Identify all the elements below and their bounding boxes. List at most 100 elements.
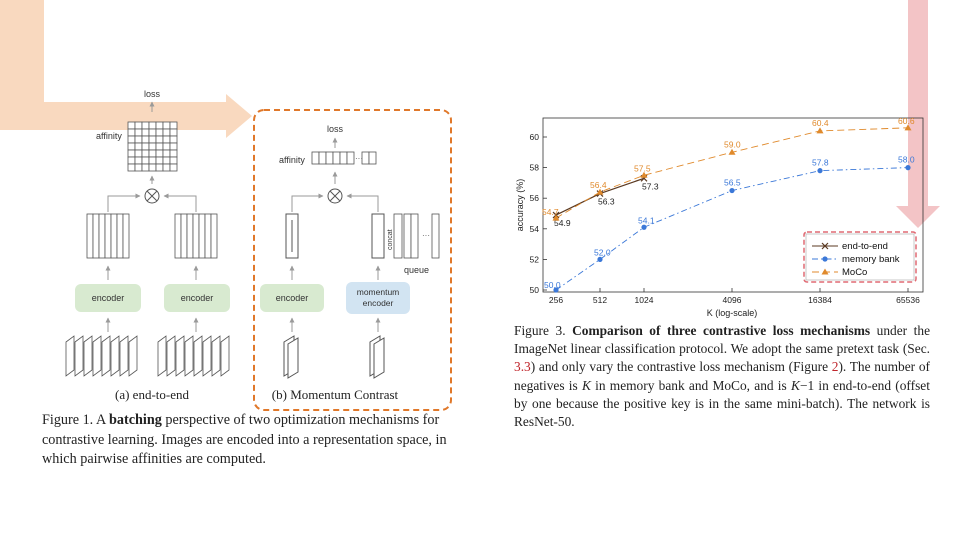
series-memory-bank: 50.0 52.0 54.1 56.5 57.8 58.0 — [544, 155, 915, 293]
data-point — [817, 168, 823, 174]
fig3-caption-part4: in memory bank and MoCo, and is — [595, 377, 787, 393]
x-tick-label: 65536 — [896, 295, 920, 305]
image-key-b — [369, 335, 385, 379]
data-label: 58.0 — [898, 155, 915, 165]
encoder-label-query: encoder — [92, 293, 125, 303]
subcaption-a: (a) end-to-end — [115, 387, 189, 402]
image-panel — [211, 335, 221, 377]
image-stack-key — [157, 335, 230, 377]
fig3-caption-part1: under the ImageNet linear classification… — [514, 323, 931, 357]
data-label: 60.4 — [812, 118, 829, 128]
legend-label: end-to-end — [842, 241, 888, 252]
momentum-encoder-box — [346, 282, 410, 314]
encoder-label-b: encoder — [276, 293, 309, 303]
figure3-caption: Figure 3. Comparison of three contrastiv… — [514, 322, 930, 431]
loss-label-a: loss — [144, 89, 161, 99]
encoder-box-b — [260, 284, 324, 312]
legend: end-to-end memory bank MoCo — [803, 231, 917, 283]
data-point — [596, 188, 604, 195]
x-tick-label: 256 — [549, 295, 563, 305]
image-panel — [202, 335, 212, 377]
fig3-caption-k1: K — [581, 377, 591, 393]
image-panel — [157, 335, 167, 377]
legend-items: end-to-end memory bank MoCo — [812, 241, 900, 278]
fig3-caption-prefix: Figure 3. — [514, 323, 566, 338]
image-panel — [220, 335, 230, 377]
loss-label-b: loss — [327, 124, 344, 134]
encoder-box-query — [75, 284, 141, 312]
affinity-label-a: affinity — [96, 131, 122, 141]
fig3-caption-part5: −1 in end-to-end (offset by one because … — [514, 377, 930, 430]
legend-highlight — [803, 231, 917, 283]
affinity-row-b — [311, 151, 377, 165]
encoder-label-key: encoder — [181, 293, 214, 303]
data-point — [729, 187, 735, 194]
data-point — [904, 124, 912, 131]
data-point — [552, 214, 560, 221]
fig1-caption-prefix: Figure 1. A — [42, 412, 106, 428]
image-panel — [175, 335, 185, 377]
momentum-encoder-label-2: encoder — [363, 298, 394, 308]
x-tick-label: 1024 — [635, 295, 654, 305]
series-line — [555, 167, 909, 291]
similarity-op-a — [144, 188, 160, 204]
image-panel — [92, 335, 102, 377]
fig3-caption-k2: K — [790, 377, 800, 393]
data-point — [905, 165, 911, 171]
image-query-b — [283, 335, 299, 379]
y-axis: 50 52 54 56 58 60 — [530, 132, 547, 295]
data-label: 56.5 — [724, 178, 741, 188]
data-point — [641, 224, 647, 230]
image-panel — [128, 335, 138, 377]
image-panel — [184, 335, 194, 377]
data-label: 54.7 — [542, 207, 559, 217]
dashed-highlight-box — [253, 109, 452, 411]
data-label: 50.0 — [544, 280, 561, 290]
affinity-matrix-a — [127, 121, 178, 172]
orange-flow-arrow — [0, 0, 252, 138]
data-label: 56.3 — [598, 197, 615, 207]
queue-stack — [393, 213, 440, 259]
y-tick-label: 52 — [530, 254, 540, 264]
data-label: 56.4 — [590, 180, 607, 190]
affinity-label-b: affinity — [279, 155, 305, 165]
fig3-caption-ref-sec[interactable]: 3.3 — [514, 359, 531, 375]
feature-stack-query — [86, 213, 130, 259]
y-tick-label: 50 — [530, 285, 540, 295]
fig3-caption-part2: ) and only vary the contrastive loss mec… — [530, 359, 829, 375]
x-tick-label: 512 — [593, 295, 607, 305]
legend-marker — [822, 256, 828, 262]
fig1-caption-bold: batching — [109, 412, 162, 428]
y-axis-label: accuracy (%) — [515, 179, 525, 232]
legend-marker — [821, 268, 829, 275]
data-label: 57.5 — [634, 163, 651, 173]
data-label: 59.0 — [724, 139, 741, 149]
queue-ellipsis: ··· — [422, 231, 430, 240]
end-to-end-diagram: loss affinity encoder encoder (a) end-to… — [65, 89, 230, 402]
y-tick-label: 56 — [530, 193, 540, 203]
data-label: 57.3 — [642, 181, 659, 191]
affinity-cell — [169, 163, 178, 172]
image-stack-query — [65, 335, 138, 377]
series-layer: 54.956.357.350.052.054.156.557.8 58.054.7… — [542, 116, 915, 293]
queue-column — [410, 213, 419, 259]
data-point — [640, 171, 648, 178]
key-feature-b — [371, 213, 385, 259]
queue-column — [393, 213, 403, 259]
ellipsis-b: ··· — [355, 154, 363, 163]
fig1-caption-rest: perspective of two optimization mechanis… — [42, 412, 447, 467]
fig3-caption-ref-fig[interactable]: 2 — [831, 359, 839, 375]
x-tick-label: 4096 — [723, 295, 742, 305]
image-panel — [83, 335, 93, 377]
image-panel — [74, 335, 84, 377]
series-line — [555, 127, 909, 219]
image-panel — [101, 335, 111, 377]
fig3-caption-part3: ). The number of negatives is — [514, 359, 930, 393]
y-tick-label: 58 — [530, 163, 540, 173]
queue-column — [431, 213, 440, 259]
momentum-contrast-diagram: loss affinity ··· concat ··· queue encod… — [253, 109, 452, 411]
affinity-cell — [346, 151, 355, 165]
x-axis-label: K (log-scale) — [707, 308, 758, 318]
